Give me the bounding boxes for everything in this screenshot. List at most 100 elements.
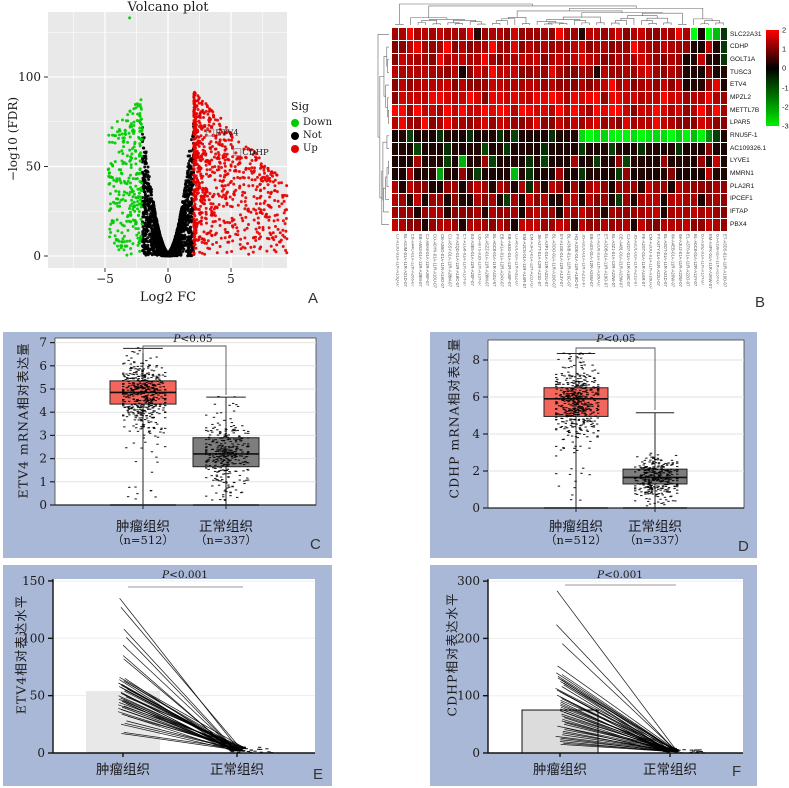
heatmap-cell — [392, 142, 399, 155]
gene-label-cdhp: CDHP — [242, 148, 269, 158]
heatmap-cell — [556, 79, 563, 91]
heatmap-cell — [616, 91, 623, 104]
heatmap-cell — [563, 193, 571, 206]
heatmap-column-label: EM-A2OO-01A-11R-A18O-07 — [648, 234, 653, 290]
heatmap-cell — [504, 219, 511, 231]
jitter-points — [122, 347, 167, 500]
heatmap-cell — [630, 219, 638, 231]
heatmap-cell — [496, 53, 503, 66]
heatmap-cell — [705, 168, 713, 180]
heatmap-cell — [675, 142, 683, 155]
heatmap-cell — [489, 142, 496, 155]
heatmap-cell — [421, 53, 429, 66]
heatmap-cell — [444, 53, 451, 66]
p-symbol: P — [597, 569, 605, 581]
heatmap-column-label: EM-A2CN-01A-11R-A16R-07 — [521, 234, 526, 289]
heatmap-cell — [533, 206, 541, 219]
heatmap-cell — [518, 91, 526, 104]
heatmap-row-labels: SLC22A31 CDHP GOLT1A TUSC3 ETV4 MPZL2 METTL7B L… — [730, 28, 782, 231]
y-tick-label: 1 — [39, 475, 47, 489]
heatmap-cell — [421, 130, 429, 142]
heatmap-cell — [489, 206, 496, 219]
heatmap-cell — [556, 219, 563, 231]
heatmap-cell — [392, 40, 399, 53]
heatmap-cell — [720, 168, 727, 180]
tumor-group-label: 肿瘤组织 — [549, 519, 603, 535]
colorbar-tick: -2 — [782, 102, 789, 112]
p-value-label: P<0.05 — [546, 333, 686, 345]
heatmap-cell — [623, 53, 630, 66]
volcano-title: Volcano plot — [127, 0, 209, 15]
heatmap-cell — [533, 168, 541, 180]
heatmap-cell — [556, 130, 563, 142]
heatmap-cell — [459, 104, 466, 117]
heatmap-cell — [645, 66, 653, 78]
heatmap-cell — [533, 193, 541, 206]
heatmap-cell — [556, 117, 563, 129]
heatmap-cell — [392, 28, 399, 40]
heatmap-cell — [586, 79, 593, 91]
heatmap-cell — [436, 142, 444, 155]
heatmap-cell — [429, 66, 436, 78]
heatmap-cell — [645, 130, 653, 142]
heatmap-cell — [578, 181, 586, 193]
heatmap-row-label: RNU5F-1 — [730, 132, 758, 140]
heatmap-cell — [414, 142, 421, 155]
heatmap-cell — [638, 168, 645, 180]
heatmap-cell — [429, 130, 436, 142]
heatmap-cell — [653, 53, 660, 66]
heatmap-cell — [414, 206, 421, 219]
heatmap-cell — [474, 206, 481, 219]
heatmap-cell — [436, 130, 444, 142]
heatmap-cell — [459, 28, 466, 40]
heatmap-cell — [675, 181, 683, 193]
heatmap-cell — [459, 168, 466, 180]
heatmap-cell — [533, 219, 541, 231]
heatmap-cell — [601, 28, 608, 40]
heatmap-row-label: LPAR5 — [730, 119, 751, 127]
heatmap-column-label: EB-A44O-01A-12R-A266-07 — [410, 234, 415, 287]
heatmap-cell — [526, 28, 533, 40]
volcano-legend: Sig Down Not Up — [291, 100, 347, 155]
heatmap-cell — [623, 91, 630, 104]
heatmap-cell — [601, 104, 608, 117]
heatmap-cell — [586, 168, 593, 180]
heatmap-cell — [668, 117, 675, 129]
heatmap-cell — [578, 130, 586, 142]
heatmap-cell — [720, 206, 727, 219]
heatmap-cell — [526, 79, 533, 91]
heatmap-cell — [511, 79, 518, 91]
heatmap-cell — [518, 40, 526, 53]
heatmap-cell — [481, 28, 489, 40]
heatmap-cell — [518, 206, 526, 219]
heatmap-cell — [638, 117, 645, 129]
heatmap-cell — [601, 79, 608, 91]
heatmap-cell — [608, 28, 615, 40]
volcano-panel: ETV4 CDHP −5 0 5 0 50 100 Volcano plot −log10 (… — [0, 0, 348, 318]
heatmap-cell — [548, 130, 556, 142]
heatmap-cell — [526, 193, 533, 206]
heatmap-cell — [616, 219, 623, 231]
heatmap-cell — [713, 28, 720, 40]
etv4-paired-panel: 0 50 100 150 ETV4相对表达水平 P<0.001 肿瘤组织 正常组织 E — [3, 565, 332, 786]
heatmap-cell — [683, 104, 690, 117]
heatmap-cell — [548, 28, 556, 40]
heatmap-cell — [653, 79, 660, 91]
heatmap-cell — [406, 40, 414, 53]
heatmap-cell — [660, 142, 668, 155]
heatmap-cell — [608, 193, 615, 206]
heatmap-cell — [451, 28, 459, 40]
heatmap-cell — [630, 168, 638, 180]
y-tick-label: 200 — [457, 631, 480, 645]
legend-item-down: Down — [291, 116, 347, 129]
heatmap-cell — [518, 193, 526, 206]
heatmap-cell — [675, 66, 683, 78]
heatmap-cell — [563, 28, 571, 40]
heatmap-cell — [586, 219, 593, 231]
heatmap-column-label: EY-A1G8-01A-11R-A13Y-07 — [462, 234, 467, 287]
heatmap-cell — [571, 104, 578, 117]
heatmap-cell — [616, 79, 623, 91]
heatmap-cell — [414, 130, 421, 142]
heatmap-cell — [466, 142, 474, 155]
